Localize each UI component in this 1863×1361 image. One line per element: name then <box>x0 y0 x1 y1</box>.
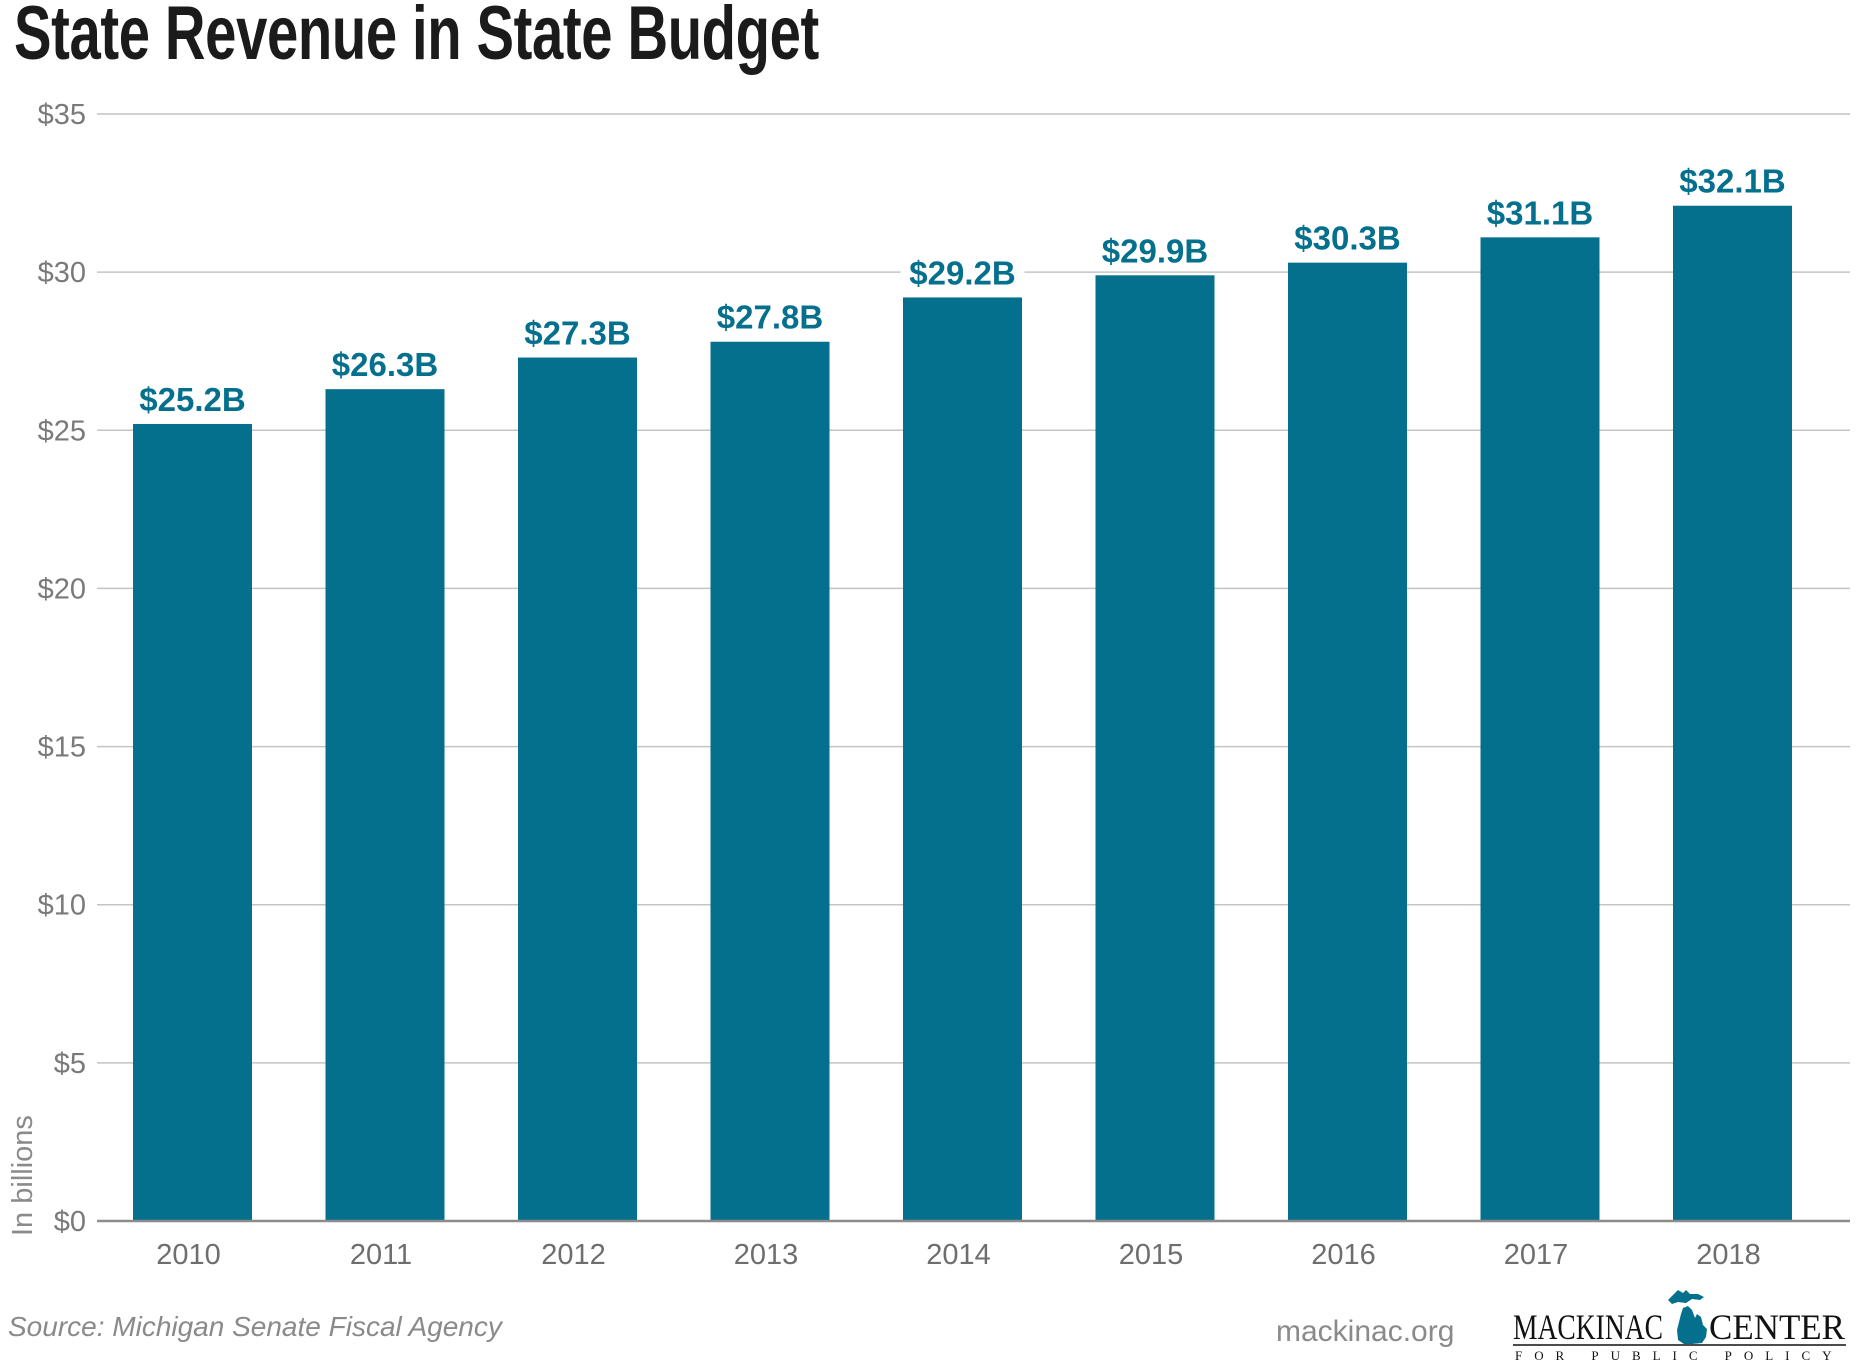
data-label: $27.3B <box>524 315 630 352</box>
data-label-background <box>1478 193 1602 232</box>
y-tick-label: $15 <box>38 732 86 764</box>
data-label-background <box>900 253 1025 292</box>
logo-name-right: CENTER <box>1709 1307 1845 1347</box>
x-tick-label: 2011 <box>350 1239 412 1271</box>
data-labels: $25.2B $26.3B $27.3B $27.8B $29.2B $29.9B $30.… <box>130 161 1795 418</box>
data-label: $25.2B <box>139 381 245 418</box>
data-label: $30.3B <box>1294 220 1400 257</box>
data-label: $29.2B <box>909 254 1015 291</box>
y-tick-label: $0 <box>54 1206 86 1238</box>
data-label-background <box>130 379 255 418</box>
y-axis-ticks: $0 $5 $10 $15 $20 $25 $30 $35 <box>38 99 86 1238</box>
y-tick-label: $30 <box>38 257 86 289</box>
y-tick-label: $20 <box>38 573 86 605</box>
data-label-background <box>323 345 447 384</box>
michigan-map-icon <box>1668 1290 1707 1344</box>
mackinac-center-logo: MACKINAC CENTER FOR PUBLIC POLICY <box>1513 1290 1846 1361</box>
data-label: $29.9B <box>1102 232 1208 269</box>
data-label-background <box>1670 161 1795 200</box>
chart-title: State Revenue in State Budget <box>14 0 819 76</box>
data-label-background <box>708 297 832 336</box>
x-tick-label: 2012 <box>541 1239 606 1271</box>
x-tick-label: 2018 <box>1696 1239 1761 1271</box>
bar <box>518 357 637 1221</box>
bar <box>710 341 830 1221</box>
bar <box>1095 275 1215 1221</box>
x-tick-label: 2016 <box>1311 1239 1376 1271</box>
data-label: $31.1B <box>1487 194 1593 231</box>
data-label: $26.3B <box>332 346 438 383</box>
y-tick-label: $25 <box>38 415 86 447</box>
logo-name-left: MACKINAC <box>1513 1307 1663 1347</box>
data-label: $27.8B <box>717 299 823 336</box>
website-link[interactable]: mackinac.org <box>1276 1315 1454 1348</box>
bars <box>133 205 1792 1222</box>
data-label: $32.1B <box>1679 163 1785 200</box>
source-note: Source: Michigan Senate Fiscal Agency <box>8 1311 504 1342</box>
bar <box>1480 237 1600 1221</box>
y-tick-label: $10 <box>38 890 86 922</box>
bar <box>903 297 1022 1222</box>
data-label-background <box>1093 231 1217 270</box>
x-tick-label: 2013 <box>734 1239 799 1271</box>
x-tick-label: 2017 <box>1504 1239 1569 1271</box>
y-tick-label: $5 <box>54 1048 86 1080</box>
bar <box>1673 205 1792 1222</box>
bar <box>133 423 252 1222</box>
logo-tagline: FOR PUBLIC POLICY <box>1515 1348 1845 1361</box>
x-tick-label: 2015 <box>1119 1239 1184 1271</box>
x-tick-label: 2010 <box>156 1239 221 1271</box>
bar <box>325 389 445 1221</box>
bar <box>1288 262 1407 1221</box>
x-axis-ticks: 2010 2011 2012 2013 2014 2015 2016 2017 2018 <box>156 1239 1761 1271</box>
y-tick-label: $35 <box>38 99 86 131</box>
data-label-background <box>515 313 640 352</box>
data-label-background <box>1285 218 1410 257</box>
x-tick-label: 2014 <box>926 1239 991 1271</box>
y-axis-label: In billions <box>7 1115 39 1236</box>
chart-title-wrap: State Revenue in State Budget <box>14 0 819 74</box>
